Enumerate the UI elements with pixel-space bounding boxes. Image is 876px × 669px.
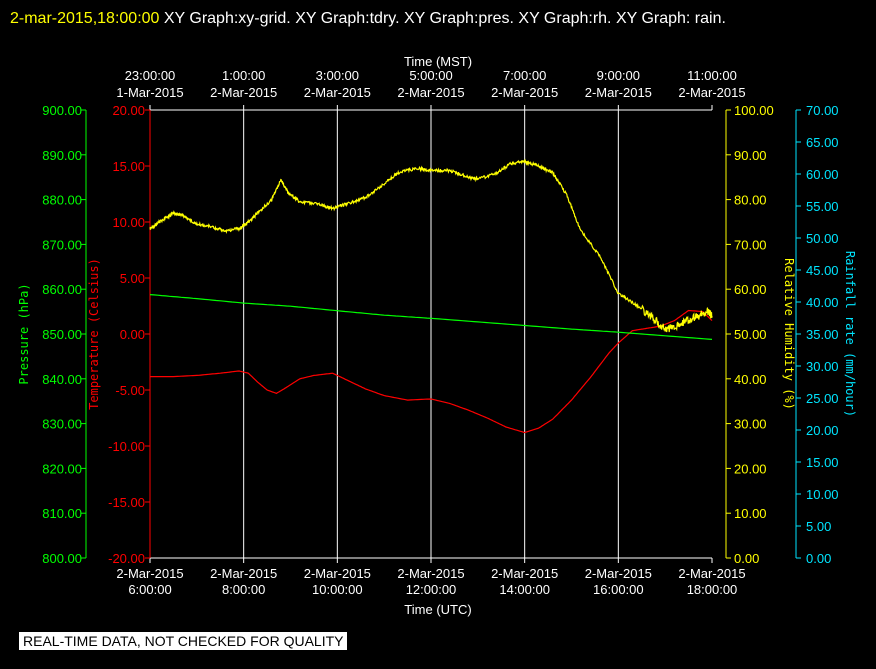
x-tick-time: 16:00:00 (593, 582, 644, 597)
top-tick-date: 1-Mar-2015 (116, 85, 183, 100)
pressure-tick-label: 870.00 (42, 237, 82, 252)
temperature-tick-label: -15.00 (108, 495, 145, 510)
x-tick-time: 6:00:00 (128, 582, 171, 597)
rain-tick-label: 55.00 (806, 199, 839, 214)
humidity-tick-label: 100.00 (734, 103, 774, 118)
x-tick-date: 2-Mar-2015 (678, 566, 745, 581)
x-tick-date: 2-Mar-2015 (585, 566, 652, 581)
x-tick-date: 2-Mar-2015 (304, 566, 371, 581)
x-tick-time: 14:00:00 (499, 582, 550, 597)
humidity-tick-label: 0.00 (734, 551, 759, 566)
pressure-tick-label: 810.00 (42, 506, 82, 521)
humidity-tick-label: 50.00 (734, 327, 767, 342)
graph-header: 2-mar-2015,18:00:00 XY Graph:xy-grid. XY… (10, 4, 860, 34)
series-pres (149, 294, 713, 340)
pressure-tick-label: 900.00 (42, 103, 82, 118)
header-timestamp: 2-mar-2015,18:00:00 (10, 10, 160, 27)
top-tick-time: 23:00:00 (125, 68, 176, 83)
humidity-tick-label: 10.00 (734, 506, 767, 521)
series-tdry (150, 309, 713, 434)
pressure-tick-label: 830.00 (42, 417, 82, 432)
top-tick-date: 2-Mar-2015 (678, 85, 745, 100)
x-tick-date: 2-Mar-2015 (116, 566, 183, 581)
rain-tick-label: 35.00 (806, 327, 839, 342)
top-tick-time: 11:00:00 (687, 68, 737, 83)
humidity-tick-label: 40.00 (734, 372, 767, 387)
rain-tick-label: 10.00 (806, 487, 839, 502)
pressure-tick-label: 860.00 (42, 282, 82, 297)
rain-tick-label: 50.00 (806, 231, 839, 246)
humidity-tick-label: 80.00 (734, 193, 767, 208)
humidity-tick-label: 60.00 (734, 282, 767, 297)
temperature-tick-label: -10.00 (108, 439, 145, 454)
top-tick-date: 2-Mar-2015 (210, 85, 277, 100)
rain-tick-label: 25.00 (806, 391, 839, 406)
x-tick-date: 2-Mar-2015 (397, 566, 464, 581)
rain-tick-label: 70.00 (806, 103, 839, 118)
humidity-tick-label: 20.00 (734, 461, 767, 476)
top-tick-time: 3:00:00 (316, 68, 359, 83)
top-tick-time: 1:00:00 (222, 68, 265, 83)
humidity-axis-title: Relative Humidity (%) (782, 258, 796, 410)
pressure-tick-label: 840.00 (42, 372, 82, 387)
rain-tick-label: 60.00 (806, 167, 839, 182)
rain-tick-label: 30.00 (806, 359, 839, 374)
top-tick-time: 7:00:00 (503, 68, 546, 83)
header-graphs: XY Graph:xy-grid. XY Graph:tdry. XY Grap… (159, 10, 726, 27)
rain-tick-label: 5.00 (806, 519, 831, 534)
rain-tick-label: 65.00 (806, 135, 839, 150)
series-layer (149, 158, 713, 434)
temperature-tick-label: 15.00 (112, 159, 145, 174)
top-tick-date: 2-Mar-2015 (304, 85, 371, 100)
pressure-tick-label: 850.00 (42, 327, 82, 342)
humidity-tick-label: 90.00 (734, 148, 767, 163)
axes: 2-Mar-20156:00:0023:00:001-Mar-20152-Mar… (17, 68, 857, 597)
top-axis-title: Time (MST) (404, 54, 472, 69)
pressure-tick-label: 880.00 (42, 193, 82, 208)
top-tick-date: 2-Mar-2015 (397, 85, 464, 100)
x-tick-date: 2-Mar-2015 (491, 566, 558, 581)
bottom-axis-title: Time (UTC) (404, 602, 471, 617)
temperature-axis-title: Temperature (Celsius) (87, 258, 101, 410)
pressure-axis-title: Pressure (hPa) (17, 283, 31, 384)
rain-tick-label: 20.00 (806, 423, 839, 438)
x-tick-time: 18:00:00 (687, 582, 738, 597)
temperature-tick-label: 0.00 (120, 327, 145, 342)
rain-tick-label: 15.00 (806, 455, 839, 470)
quality-note: REAL-TIME DATA, NOT CHECKED FOR QUALITY (19, 632, 348, 650)
x-tick-time: 8:00:00 (222, 582, 265, 597)
rain-axis-title: Rainfall rate (mm/hour) (843, 251, 857, 417)
top-tick-date: 2-Mar-2015 (491, 85, 558, 100)
temperature-tick-label: 20.00 (112, 103, 145, 118)
temperature-tick-label: -5.00 (115, 383, 145, 398)
top-tick-date: 2-Mar-2015 (585, 85, 652, 100)
rain-tick-label: 45.00 (806, 263, 839, 278)
grid-lines (243, 110, 619, 558)
x-tick-time: 10:00:00 (312, 582, 363, 597)
pressure-tick-label: 800.00 (42, 551, 82, 566)
x-tick-time: 12:00:00 (406, 582, 457, 597)
temperature-tick-label: 5.00 (120, 271, 145, 286)
pressure-tick-label: 890.00 (42, 148, 82, 163)
temperature-tick-label: -20.00 (108, 551, 145, 566)
rain-tick-label: 40.00 (806, 295, 839, 310)
temperature-tick-label: 10.00 (112, 215, 145, 230)
series-rh (149, 158, 713, 333)
rain-tick-label: 0.00 (806, 551, 831, 566)
humidity-tick-label: 70.00 (734, 237, 767, 252)
humidity-tick-label: 30.00 (734, 417, 767, 432)
top-tick-time: 9:00:00 (597, 68, 640, 83)
top-tick-time: 5:00:00 (409, 68, 452, 83)
pressure-tick-label: 820.00 (42, 461, 82, 476)
x-tick-date: 2-Mar-2015 (210, 566, 277, 581)
